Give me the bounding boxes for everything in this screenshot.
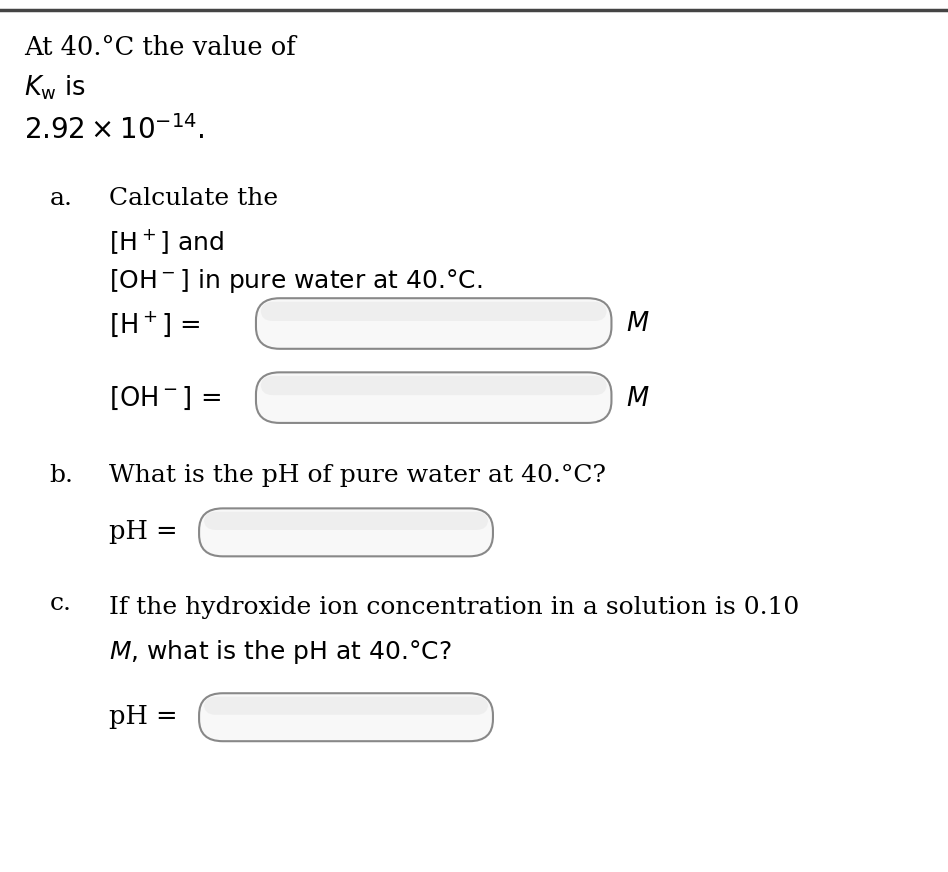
Text: At 40.°C the value of: At 40.°C the value of [24,35,296,60]
FancyBboxPatch shape [256,372,611,423]
Text: a.: a. [49,187,72,209]
Text: c.: c. [49,592,71,615]
FancyBboxPatch shape [261,302,607,321]
Text: $[\mathrm{OH^-}]$ =: $[\mathrm{OH^-}]$ = [109,385,221,412]
Text: $M$: $M$ [626,385,649,412]
Text: $[\mathrm{OH^-}]$ in pure water at 40.°C.: $[\mathrm{OH^-}]$ in pure water at 40.°C… [109,267,483,295]
Text: $M$, what is the pH at 40.°C?: $M$, what is the pH at 40.°C? [109,638,451,666]
Text: $[\mathrm{H^+}]$ and: $[\mathrm{H^+}]$ and [109,227,225,255]
FancyBboxPatch shape [261,376,607,395]
Text: pH =: pH = [109,520,177,544]
Text: Calculate the: Calculate the [109,187,278,209]
FancyBboxPatch shape [204,697,488,715]
Text: $2.92 \times 10^{-14}$.: $2.92 \times 10^{-14}$. [24,115,205,145]
Text: $[\mathrm{H^+}]$ =: $[\mathrm{H^+}]$ = [109,310,201,339]
FancyBboxPatch shape [199,508,493,556]
Text: What is the pH of pure water at 40.°C?: What is the pH of pure water at 40.°C? [109,464,606,487]
Text: pH =: pH = [109,705,177,729]
Text: $M$: $M$ [626,311,649,337]
FancyBboxPatch shape [204,512,488,530]
Text: $K_{\mathrm{w}}$ is: $K_{\mathrm{w}}$ is [24,73,85,102]
Text: If the hydroxide ion concentration in a solution is 0.10: If the hydroxide ion concentration in a … [109,596,799,619]
FancyBboxPatch shape [199,693,493,741]
Text: b.: b. [49,464,73,487]
FancyBboxPatch shape [256,298,611,349]
